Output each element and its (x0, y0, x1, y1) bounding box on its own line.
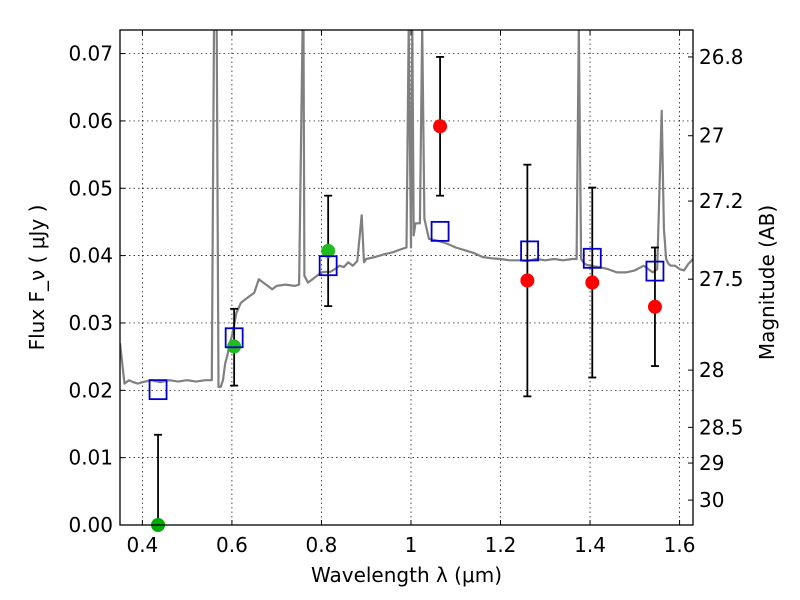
x-axis-label: Wavelength λ (μm) (311, 563, 502, 587)
data-points (148, 56, 665, 532)
model-square (520, 240, 540, 262)
right-tick-label: 29 (699, 451, 724, 475)
model-square (148, 379, 168, 401)
right-tick-label: 28.5 (699, 415, 744, 439)
x-tick-label: 1.4 (574, 533, 606, 557)
observed-point (433, 119, 448, 134)
right-tick-label: 28 (699, 358, 724, 382)
right-tick-label: 26.8 (699, 45, 744, 69)
x-tick-label: 1.6 (664, 533, 696, 557)
observed-point (647, 299, 662, 314)
y-tick-label: 0.02 (68, 378, 113, 402)
right-tick-label: 27 (699, 124, 724, 148)
y-tick-label: 0.05 (68, 176, 113, 200)
x-tick-label: 1.2 (485, 533, 517, 557)
x-tick-label: 0.8 (306, 533, 338, 557)
grid (120, 30, 693, 526)
plot-frame (119, 29, 694, 526)
y-tick-label: 0.07 (68, 42, 113, 66)
x-tick-label: 0.6 (216, 533, 248, 557)
y-axis-label: Flux F_ν ( μJy ) (25, 205, 49, 351)
right-tick-label: 27.2 (699, 189, 744, 213)
model-square (645, 260, 665, 282)
model-square (430, 220, 450, 242)
y-tick-label: 0.06 (68, 109, 113, 133)
model-square (224, 327, 244, 349)
y-tick-label: 0.03 (68, 311, 113, 335)
x-tick-label: 1 (405, 533, 418, 557)
y-tick-label: 0.01 (68, 446, 113, 470)
observed-point (321, 243, 336, 258)
axes: 0.4 0.6 0.8 1 1.2 1.4 1.6 0.00 0.01 0.02 0.03 0.04 0… (68, 30, 744, 557)
plot-area (120, 30, 693, 388)
observed-point (585, 275, 600, 290)
model-square (582, 247, 602, 269)
x-tick-label: 0.4 (126, 533, 158, 557)
y-tick-label: 0.00 (68, 513, 113, 537)
y-tick-label: 0.04 (68, 244, 113, 268)
right-tick-label: 27.5 (699, 267, 744, 291)
model-square (318, 255, 338, 277)
template-spectrum-line (120, 30, 693, 388)
observed-point (520, 273, 535, 288)
right-tick-label: 30 (699, 488, 724, 512)
right-axis-label: Magnitude (AB) (755, 205, 779, 360)
